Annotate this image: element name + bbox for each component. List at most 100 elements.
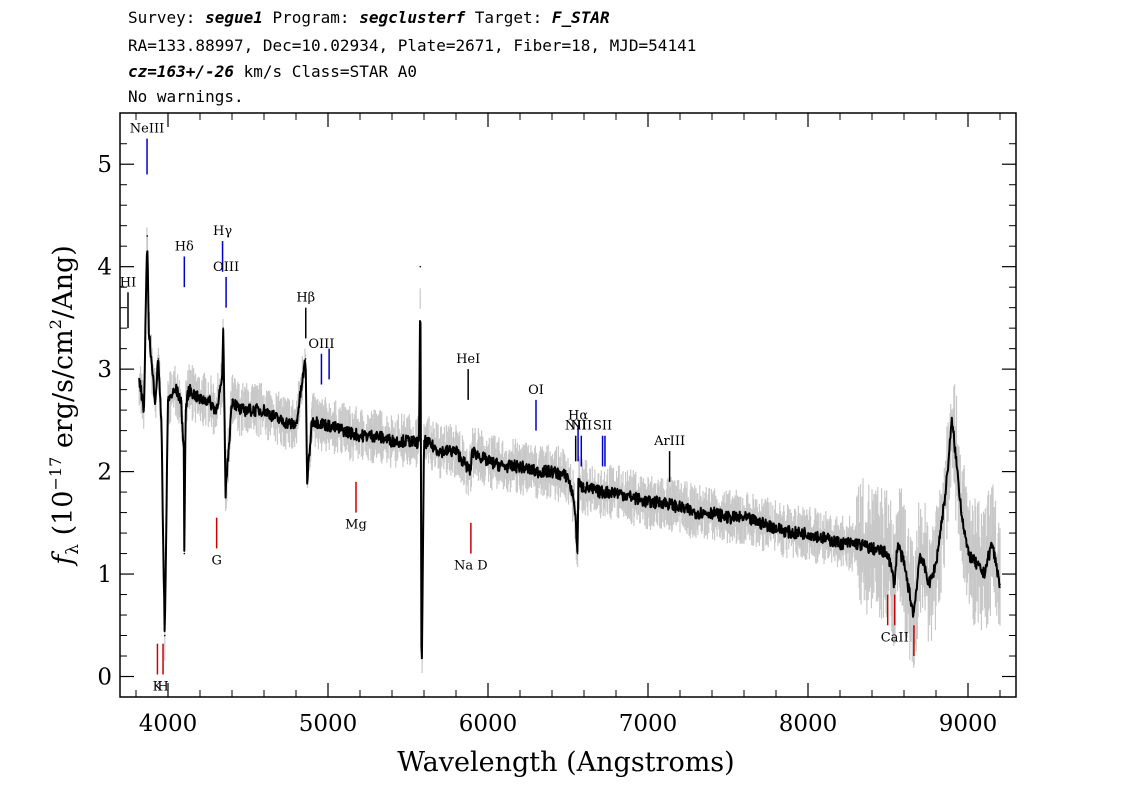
spectrum-point (573, 501, 576, 504)
spectrum-point (146, 235, 148, 237)
spectrum-point (188, 388, 190, 391)
class-info: km/s Class=STAR A0 (233, 62, 417, 81)
spectrum-point (551, 470, 553, 473)
y-axis-title: fλ (10−17 erg/s/cm2/Ang) (46, 245, 83, 567)
spectrum-point (247, 409, 249, 411)
spectrum-point (199, 399, 201, 401)
y-tick-label: 5 (97, 152, 112, 178)
spectrum-point (928, 583, 931, 586)
header-line-2: RA=133.88997, Dec=10.02934, Plate=2671, … (128, 36, 697, 55)
line-label: Na D (454, 559, 488, 574)
y-tick-label: 2 (97, 460, 112, 486)
spectrum-point (919, 552, 921, 555)
line-label: Hα (568, 408, 588, 423)
target-value: F_STAR (551, 8, 610, 27)
spectrum-point (306, 481, 309, 483)
spectrum-point (839, 542, 841, 545)
spectrum-point (960, 511, 963, 514)
line-label: NII (565, 419, 587, 434)
spectrum-point (423, 440, 425, 442)
line-label: OIII (308, 337, 334, 352)
spectrum-point (311, 419, 313, 422)
spectrum-point (599, 491, 601, 493)
noise-band (138, 227, 1001, 674)
spectrum-point (759, 522, 761, 524)
spectrum-point (912, 614, 915, 616)
spectrum-point (983, 573, 985, 575)
spectrum-point (183, 450, 185, 452)
spectrum-point (295, 424, 297, 427)
spectrum-point (263, 409, 265, 411)
spectrum-point (407, 440, 409, 442)
y-tick-label: 1 (97, 562, 112, 588)
spectrum-point (471, 450, 473, 452)
spectrum-series (138, 235, 1001, 698)
spectrum-point (903, 563, 905, 565)
plot-frame (119, 112, 1017, 698)
spectrum-point (439, 450, 441, 452)
spectrum-point (279, 419, 281, 422)
spectrum-point (160, 429, 163, 432)
y-tick-label: 3 (97, 357, 112, 383)
spectrum-point (743, 516, 745, 519)
header-line-4: No warnings. (128, 87, 244, 106)
spectrum-point (224, 491, 227, 493)
spectrum-point (855, 542, 857, 545)
spectrum-point (167, 399, 169, 401)
spectrum-point (944, 491, 947, 493)
line-label: OI (528, 383, 544, 398)
spectrum-point (231, 399, 233, 401)
spectrum-point (154, 399, 156, 401)
spectrum-point (887, 552, 889, 555)
spectrum-point (711, 511, 713, 514)
spectrum-point (469, 470, 472, 473)
line-label: HeI (456, 352, 480, 367)
line-label: Hβ (296, 291, 315, 306)
spectrum-point (207, 399, 209, 401)
spectrum-point (975, 563, 977, 565)
line-label: NeIII (130, 122, 164, 137)
header-line-3: cz=163+/-26 km/s Class=STAR A0 (128, 62, 417, 81)
spectrum-point (138, 378, 140, 381)
header-line-1: Survey: segue1 Program: segclusterf Targ… (128, 8, 610, 27)
spectrum-point (503, 465, 505, 468)
x-tick-label: 6000 (459, 711, 518, 737)
spectrum-point (151, 368, 153, 370)
line-label: ArIII (653, 434, 685, 449)
line-label: H (157, 679, 168, 694)
spectrum-point (727, 516, 729, 519)
spectrum-point (215, 409, 217, 411)
spectrum-point (419, 265, 422, 268)
spectrum-point (239, 409, 241, 411)
spectrum-point (304, 358, 307, 360)
spectrum-point (896, 542, 899, 545)
spectrum-point (184, 409, 187, 411)
spectrum-point (222, 327, 224, 329)
axis-ticks: 4000 5000 6000 7000 8000 9000 0 1 2 3 4 5 (97, 113, 1016, 737)
spectrum-point (164, 634, 166, 637)
spectrum-point (375, 434, 377, 437)
spectrum-point (577, 481, 580, 483)
spectrum-point (695, 511, 697, 514)
spectrum-point (180, 399, 182, 401)
line-label: Hγ (213, 224, 232, 239)
spectrum-point (631, 496, 633, 499)
noise-band-path (138, 227, 1001, 674)
spectrum-point (967, 552, 969, 555)
spectrum-point (999, 583, 1001, 586)
line-label: SII (593, 419, 612, 434)
spectrum-point (647, 501, 649, 504)
spectrum-point (221, 378, 224, 381)
line-label: HI (120, 275, 136, 290)
line-label: Hδ (175, 239, 194, 254)
x-axis-title: Wavelength (Angstroms) (397, 747, 734, 778)
x-tick-label: 9000 (939, 711, 998, 737)
line-label: OIII (213, 260, 239, 275)
spectrum-point (487, 460, 489, 463)
spectrum-point (935, 563, 937, 565)
x-tick-label: 5000 (299, 711, 358, 737)
x-tick-label: 4000 (139, 711, 198, 737)
spectrum-point (162, 542, 164, 545)
